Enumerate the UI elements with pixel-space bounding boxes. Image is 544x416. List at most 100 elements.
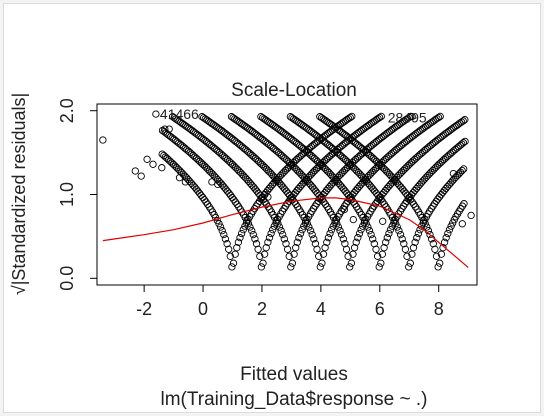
data-point bbox=[383, 234, 391, 242]
data-point bbox=[265, 234, 274, 242]
data-point bbox=[434, 263, 442, 271]
data-point bbox=[323, 238, 331, 246]
data-point bbox=[313, 245, 321, 253]
data-point bbox=[251, 235, 259, 243]
data-point bbox=[269, 226, 277, 234]
data-point bbox=[293, 186, 301, 195]
data-point bbox=[421, 220, 429, 228]
data-point bbox=[311, 202, 319, 210]
data-point bbox=[375, 113, 384, 122]
x-tick-label: 2 bbox=[257, 299, 267, 319]
data-point bbox=[308, 230, 316, 239]
data-point bbox=[414, 229, 423, 238]
data-point bbox=[439, 244, 447, 252]
data-point bbox=[246, 223, 254, 231]
data-point bbox=[191, 183, 199, 191]
data-point bbox=[398, 185, 407, 193]
data-point bbox=[99, 136, 107, 144]
data-point bbox=[370, 187, 379, 195]
data-point bbox=[408, 250, 416, 258]
data-point bbox=[282, 187, 290, 195]
data-point bbox=[377, 259, 385, 267]
data-point bbox=[223, 240, 231, 248]
data-point bbox=[293, 238, 301, 246]
data-point bbox=[413, 234, 421, 242]
data-point bbox=[152, 110, 160, 118]
data-point bbox=[287, 263, 295, 271]
data-point bbox=[316, 263, 324, 271]
data-point bbox=[372, 189, 380, 197]
data-point bbox=[320, 198, 328, 206]
chart-title: Scale-Location bbox=[231, 80, 357, 101]
data-point bbox=[346, 113, 354, 122]
data-point bbox=[439, 188, 447, 197]
data-point bbox=[292, 244, 300, 252]
data-points bbox=[99, 110, 475, 271]
plot-panel bbox=[3, 3, 541, 413]
data-point bbox=[248, 227, 256, 235]
data-point bbox=[216, 223, 225, 231]
data-point bbox=[397, 183, 405, 191]
data-point bbox=[308, 183, 317, 191]
data-point bbox=[406, 259, 414, 267]
x-tick-label: 4 bbox=[316, 299, 326, 319]
data-point bbox=[239, 226, 247, 234]
data-point bbox=[458, 202, 467, 210]
data-point bbox=[228, 263, 236, 271]
x-tick-label: 8 bbox=[434, 299, 444, 319]
data-point bbox=[352, 238, 360, 246]
data-point bbox=[161, 125, 169, 133]
data-point bbox=[436, 112, 444, 121]
data-point bbox=[257, 263, 266, 271]
y-axis-label: √|Standardized residuals| bbox=[9, 93, 29, 295]
data-point bbox=[310, 235, 318, 243]
data-point bbox=[392, 220, 400, 228]
data-point bbox=[346, 263, 354, 271]
data-point bbox=[149, 160, 157, 168]
data-point bbox=[251, 185, 259, 193]
data-point bbox=[288, 259, 297, 267]
data-point bbox=[249, 183, 258, 191]
data-point bbox=[221, 235, 230, 243]
data-point bbox=[354, 234, 362, 242]
data-point bbox=[447, 222, 455, 230]
data-point bbox=[285, 252, 293, 260]
data-point bbox=[284, 189, 292, 197]
data-point bbox=[277, 227, 285, 235]
data-point bbox=[181, 178, 190, 186]
data-point bbox=[267, 229, 275, 238]
data-point bbox=[236, 234, 244, 242]
data-point bbox=[375, 263, 383, 271]
data-point bbox=[321, 244, 329, 252]
x-tick-label: -2 bbox=[136, 299, 152, 319]
data-point bbox=[306, 227, 315, 235]
data-point bbox=[429, 240, 437, 248]
data-point bbox=[372, 245, 380, 253]
data-point bbox=[313, 189, 321, 197]
data-point bbox=[461, 137, 469, 146]
data-point bbox=[395, 227, 403, 235]
data-point bbox=[226, 252, 234, 260]
point-label: 41466 bbox=[160, 106, 199, 122]
y-axis: 0.0 1.0 2.0 bbox=[57, 98, 97, 291]
data-point bbox=[348, 112, 356, 121]
data-point bbox=[225, 245, 233, 253]
data-point bbox=[459, 117, 467, 125]
data-point bbox=[393, 223, 401, 231]
data-point bbox=[244, 220, 253, 228]
data-point bbox=[254, 189, 263, 197]
data-point bbox=[352, 186, 360, 195]
data-point bbox=[357, 226, 365, 234]
data-point bbox=[408, 112, 416, 121]
data-point bbox=[436, 259, 444, 267]
data-point bbox=[460, 165, 468, 173]
data-point bbox=[223, 187, 231, 195]
data-point bbox=[442, 234, 450, 242]
data-point bbox=[195, 189, 204, 197]
data-point bbox=[312, 187, 320, 195]
data-point bbox=[231, 250, 239, 258]
data-point bbox=[253, 187, 261, 195]
data-point bbox=[262, 244, 270, 252]
point-label: 28495 bbox=[388, 109, 427, 125]
